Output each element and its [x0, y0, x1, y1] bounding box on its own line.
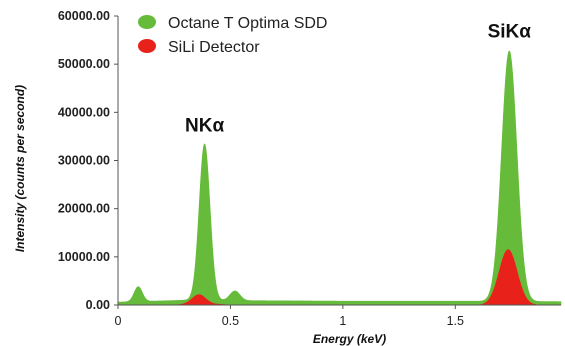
- annotation-nka: NKα: [185, 116, 224, 137]
- series-areas: [117, 50, 562, 306]
- y-tick-label: 60000.00: [58, 9, 110, 23]
- legend-marker-sdd: [138, 15, 156, 29]
- x-tick-label: 0.5: [222, 314, 239, 328]
- y-tick-label: 10000.00: [58, 250, 110, 264]
- y-axis-label: Intensity (counts per second): [13, 85, 27, 252]
- legend-label-sili: SiLi Detector: [168, 39, 260, 56]
- x-axis-label: Energy (keV): [313, 332, 386, 346]
- y-tick-label: 50000.00: [58, 57, 110, 71]
- x-tick-label: 1: [339, 314, 346, 328]
- x-axis-ticks: 0 0.5 1 1.5: [115, 305, 464, 328]
- legend: Octane T Optima SDD SiLi Detector: [138, 15, 327, 56]
- legend-marker-sili: [138, 39, 156, 53]
- y-tick-label: 40000.00: [58, 105, 110, 119]
- peak-annotations: NKα SiKα: [185, 22, 531, 137]
- y-tick-label: 20000.00: [58, 202, 110, 216]
- y-axis-ticks: 0.00 10000.00 20000.00 30000.00 40000.00 5000…: [58, 9, 118, 312]
- x-tick-label: 1.5: [447, 314, 464, 328]
- annotation-sika: SiKα: [488, 22, 532, 43]
- series-area-0: [117, 50, 562, 306]
- legend-label-sdd: Octane T Optima SDD: [168, 15, 327, 32]
- x-tick-label: 0: [115, 314, 122, 328]
- y-tick-label: 0.00: [86, 298, 110, 312]
- y-tick-label: 30000.00: [58, 154, 110, 168]
